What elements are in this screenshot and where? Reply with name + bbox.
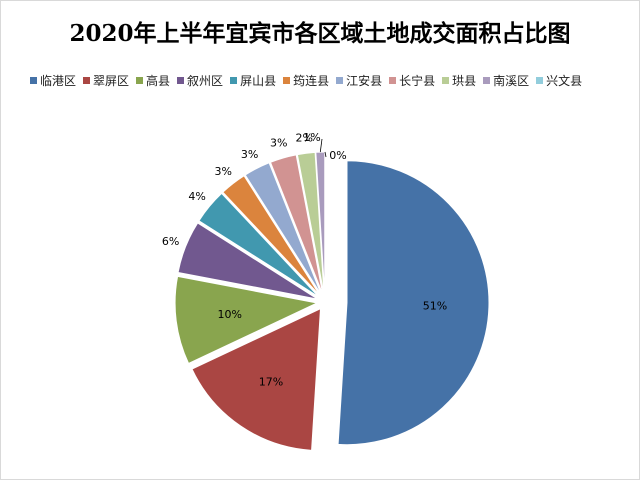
legend-swatch — [283, 77, 291, 84]
legend-label: 南溪区 — [493, 74, 530, 88]
legend-item: 高县 — [136, 72, 170, 89]
chart-title: 2020年上半年宜宾市各区域土地成交面积占比图 — [69, 20, 571, 47]
slice-data-label: 6% — [162, 235, 179, 248]
legend-item: 兴文县 — [536, 72, 582, 89]
slice-data-label: 1% — [303, 131, 320, 144]
pie-slice — [174, 275, 319, 365]
legend-label: 屏山县 — [240, 74, 277, 88]
pie-slice — [177, 222, 318, 300]
legend-swatch — [483, 77, 491, 84]
pie-slice — [191, 307, 322, 451]
legend-label: 长宁县 — [399, 74, 436, 88]
chart-legend: 临港区 翠屏区 高县 叙州区 屏山县 筠连县 江安县 长宁县 珙县 南溪区 兴文县 — [30, 72, 630, 89]
slice-data-label: 17% — [259, 375, 283, 388]
legend-item: 珙县 — [442, 72, 476, 89]
slice-data-label: 3% — [270, 137, 287, 150]
slice-data-label: 0% — [329, 149, 346, 162]
legend-swatch — [230, 77, 238, 84]
pie-slice — [337, 160, 490, 446]
legend-item: 叙州区 — [177, 72, 223, 89]
legend-swatch — [177, 77, 185, 84]
legend-item: 屏山县 — [230, 72, 276, 89]
pie-slice — [244, 162, 322, 296]
slice-data-label: 2% — [295, 131, 312, 144]
legend-swatch — [336, 77, 344, 84]
legend-swatch — [83, 77, 91, 84]
slice-data-label: 3% — [215, 165, 232, 178]
legend-label: 珙县 — [452, 74, 477, 88]
legend-swatch — [442, 77, 450, 84]
legend-label: 高县 — [146, 74, 171, 88]
legend-label: 筠连县 — [293, 74, 330, 88]
leader-line — [324, 151, 327, 158]
legend-swatch — [389, 77, 397, 84]
slice-data-label: 51% — [423, 299, 447, 312]
legend-item: 江安县 — [336, 72, 382, 89]
legend-label: 临港区 — [40, 74, 77, 88]
pie-slice — [222, 175, 321, 297]
legend-label: 兴文县 — [546, 74, 583, 88]
legend-label: 叙州区 — [187, 74, 224, 88]
legend-label: 翠屏区 — [93, 74, 130, 88]
slice-data-label: 4% — [188, 190, 205, 203]
legend-item: 南溪区 — [483, 72, 529, 89]
legend-item: 筠连县 — [283, 72, 329, 89]
legend-item: 长宁县 — [389, 72, 435, 89]
slice-data-label: 3% — [241, 148, 258, 161]
legend-swatch — [30, 77, 37, 84]
pie-slice — [269, 154, 324, 295]
leader-line — [319, 138, 323, 153]
legend-label: 江安县 — [346, 74, 383, 88]
slice-data-label: 10% — [217, 308, 241, 321]
legend-swatch — [536, 77, 544, 84]
pie-slice — [296, 151, 325, 295]
legend-item: 临港区 — [30, 72, 76, 89]
legend-swatch — [136, 77, 144, 84]
legend-item: 翠屏区 — [83, 72, 129, 89]
pie-slice — [198, 192, 320, 298]
